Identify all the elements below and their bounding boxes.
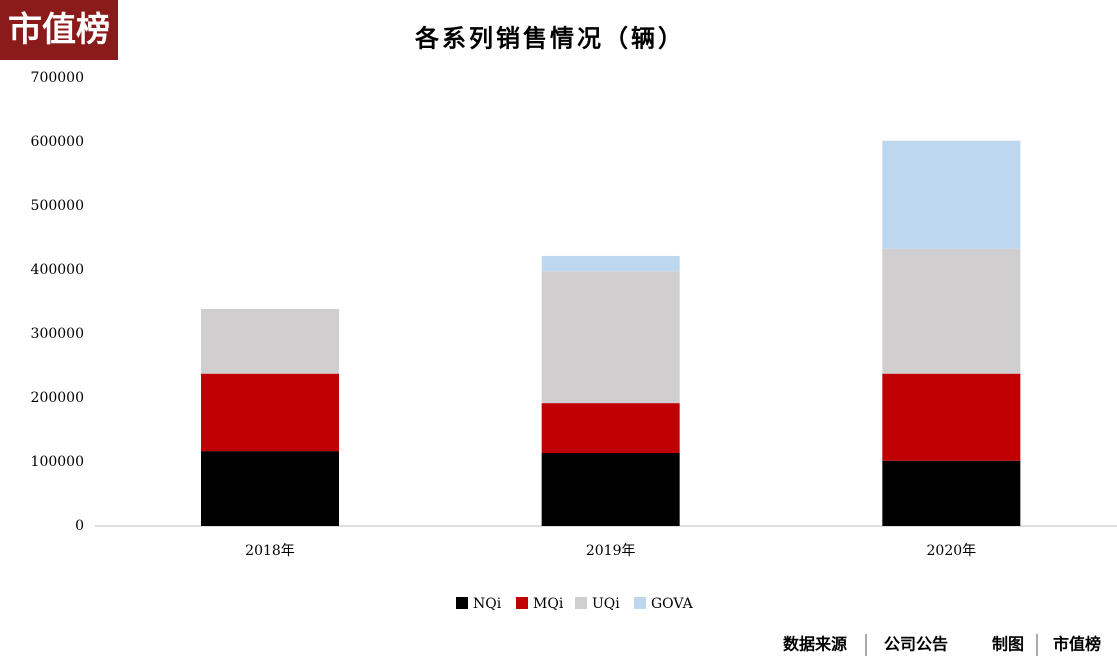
legend-swatch: [516, 597, 528, 609]
bar-segment: [541, 403, 680, 454]
legend-label: GOVA: [651, 596, 694, 612]
credit: 市值榜: [1053, 635, 1101, 654]
bar-segment: [201, 373, 339, 452]
legend-swatch: [456, 597, 468, 609]
bar-segment: [541, 271, 680, 404]
y-tick-label: 300000: [31, 326, 84, 342]
bar-segment: [201, 451, 339, 526]
legend-label: NQi: [473, 596, 502, 612]
y-tick-label: 400000: [31, 262, 84, 278]
source: 公司公告: [884, 635, 948, 654]
y-tick-label: 100000: [31, 454, 84, 470]
source-label: 数据来源: [783, 635, 847, 654]
legend-swatch: [634, 597, 646, 609]
x-tick-label: 2019年: [586, 543, 636, 559]
y-tick-label: 500000: [31, 198, 84, 214]
chart-title: 各系列销售情况（辆）: [414, 24, 685, 53]
x-tick-label: 2018年: [245, 543, 295, 559]
bar-segment: [882, 460, 1021, 526]
logo: 市值榜: [8, 10, 110, 50]
bar-segment: [541, 255, 680, 272]
y-tick-label: 0: [75, 518, 84, 534]
bar-segment: [882, 373, 1021, 461]
legend-label: UQi: [592, 596, 620, 612]
bar-segment: [882, 140, 1021, 249]
legend-swatch: [575, 597, 587, 609]
legend-label: MQi: [533, 596, 564, 612]
credit-label: 制图: [992, 635, 1024, 654]
y-tick-label: 700000: [31, 70, 84, 86]
x-tick-label: 2020年: [927, 543, 977, 559]
logo-box: [0, 0, 118, 60]
bar-segment: [882, 248, 1021, 374]
bar-segment: [541, 453, 680, 526]
y-tick-label: 200000: [31, 390, 84, 406]
bar-segment: [201, 309, 339, 374]
y-tick-label: 600000: [31, 134, 84, 150]
